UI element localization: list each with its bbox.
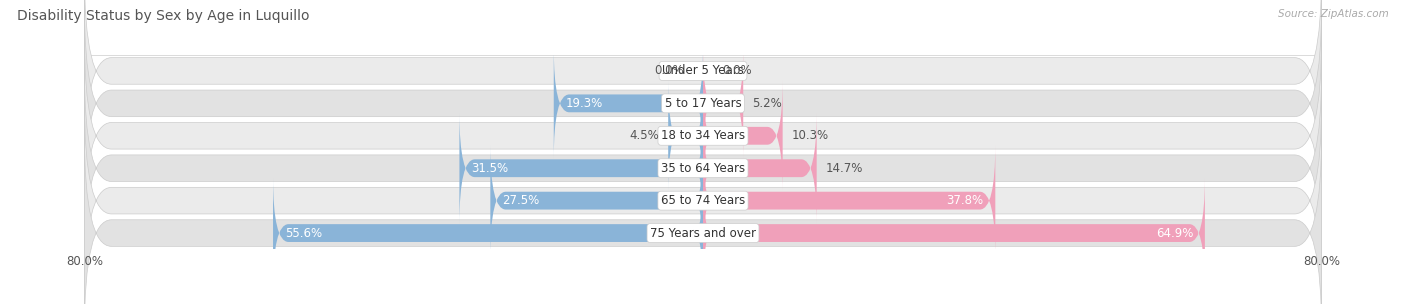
FancyBboxPatch shape [273, 177, 703, 289]
FancyBboxPatch shape [84, 0, 1322, 171]
FancyBboxPatch shape [84, 36, 1322, 236]
Text: 35 to 64 Years: 35 to 64 Years [661, 162, 745, 175]
FancyBboxPatch shape [703, 112, 817, 224]
Text: 4.5%: 4.5% [628, 129, 659, 142]
Text: 0.0%: 0.0% [654, 64, 683, 78]
Text: 64.9%: 64.9% [1156, 226, 1194, 240]
Text: 65 to 74 Years: 65 to 74 Years [661, 194, 745, 207]
Text: 19.3%: 19.3% [565, 97, 603, 110]
Text: Under 5 Years: Under 5 Years [662, 64, 744, 78]
FancyBboxPatch shape [703, 177, 1205, 289]
FancyBboxPatch shape [703, 145, 995, 257]
Text: 55.6%: 55.6% [284, 226, 322, 240]
Text: 14.7%: 14.7% [825, 162, 863, 175]
Text: 75 Years and over: 75 Years and over [650, 226, 756, 240]
FancyBboxPatch shape [84, 133, 1322, 304]
FancyBboxPatch shape [84, 3, 1322, 204]
FancyBboxPatch shape [460, 112, 703, 224]
Text: 37.8%: 37.8% [946, 194, 984, 207]
FancyBboxPatch shape [84, 100, 1322, 301]
Text: Source: ZipAtlas.com: Source: ZipAtlas.com [1278, 9, 1389, 19]
Text: Disability Status by Sex by Age in Luquillo: Disability Status by Sex by Age in Luqui… [17, 9, 309, 23]
FancyBboxPatch shape [84, 68, 1322, 268]
Text: 5 to 17 Years: 5 to 17 Years [665, 97, 741, 110]
FancyBboxPatch shape [703, 80, 783, 192]
Text: 31.5%: 31.5% [471, 162, 508, 175]
FancyBboxPatch shape [491, 145, 703, 257]
Legend: Male, Female: Male, Female [631, 302, 775, 304]
Text: 0.0%: 0.0% [723, 64, 752, 78]
FancyBboxPatch shape [703, 47, 744, 159]
Text: 27.5%: 27.5% [502, 194, 538, 207]
Text: 10.3%: 10.3% [792, 129, 830, 142]
Text: 5.2%: 5.2% [752, 97, 782, 110]
Text: 18 to 34 Years: 18 to 34 Years [661, 129, 745, 142]
FancyBboxPatch shape [554, 47, 703, 159]
FancyBboxPatch shape [668, 80, 703, 192]
